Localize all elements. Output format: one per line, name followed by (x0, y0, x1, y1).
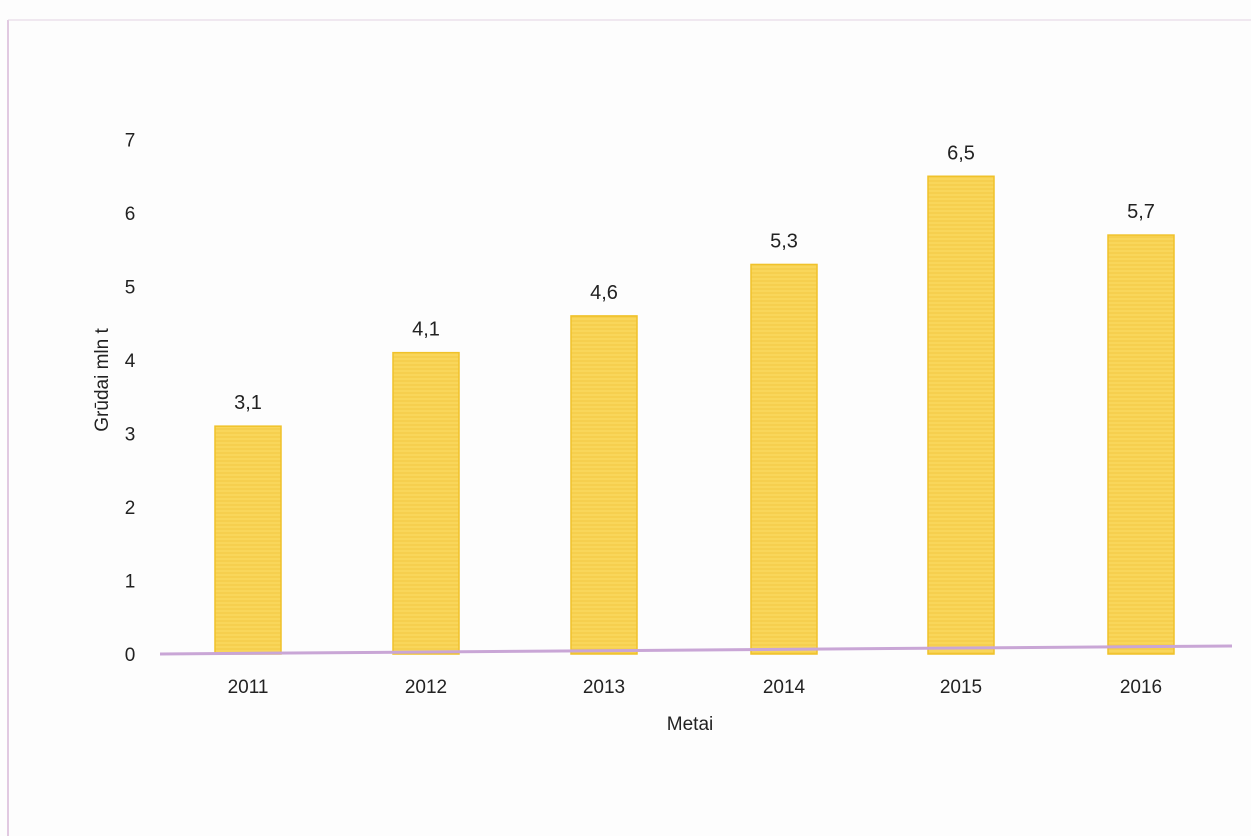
x-tick-label: 2013 (583, 677, 625, 698)
y-tick-label: 7 (125, 131, 136, 152)
y-tick-label: 3 (125, 425, 136, 446)
y-tick-label: 2 (125, 498, 136, 519)
bar (927, 175, 995, 655)
y-tick-label: 6 (125, 204, 136, 225)
bar (750, 263, 818, 655)
y-axis-ticks: 0 1 2 3 4 5 6 7 (125, 131, 136, 667)
bar-value-label: 4,1 (412, 319, 440, 341)
bars-group (214, 175, 1175, 655)
bar-value-label: 3,1 (234, 392, 262, 414)
x-axis-title: Metai (667, 714, 713, 735)
data-labels-group: 3,1 4,1 4,6 5,3 6,5 5,7 (234, 142, 1155, 414)
bar-value-label: 5,3 (770, 230, 798, 252)
bar-value-label: 4,6 (590, 282, 618, 304)
y-tick-label: 0 (125, 645, 136, 666)
y-axis-title: Grūdai mln t (92, 328, 113, 432)
x-tick-label: 2014 (763, 677, 806, 698)
y-tick-label: 4 (125, 351, 136, 372)
x-tick-label: 2015 (940, 677, 982, 698)
bar-value-label: 5,7 (1127, 201, 1155, 223)
x-tick-label: 2016 (1120, 677, 1162, 698)
x-axis-ticks: 2011 2012 2013 2014 2015 2016 (228, 677, 1163, 698)
x-tick-label: 2012 (405, 677, 447, 698)
y-tick-label: 1 (125, 572, 136, 593)
bar (570, 315, 638, 655)
y-tick-label: 5 (125, 278, 136, 299)
bar (392, 351, 460, 655)
x-axis-baseline (159, 644, 1233, 656)
x-tick-label: 2011 (228, 677, 269, 698)
bar (214, 425, 282, 655)
bar (1107, 234, 1175, 655)
bar-value-label: 6,5 (947, 142, 975, 164)
